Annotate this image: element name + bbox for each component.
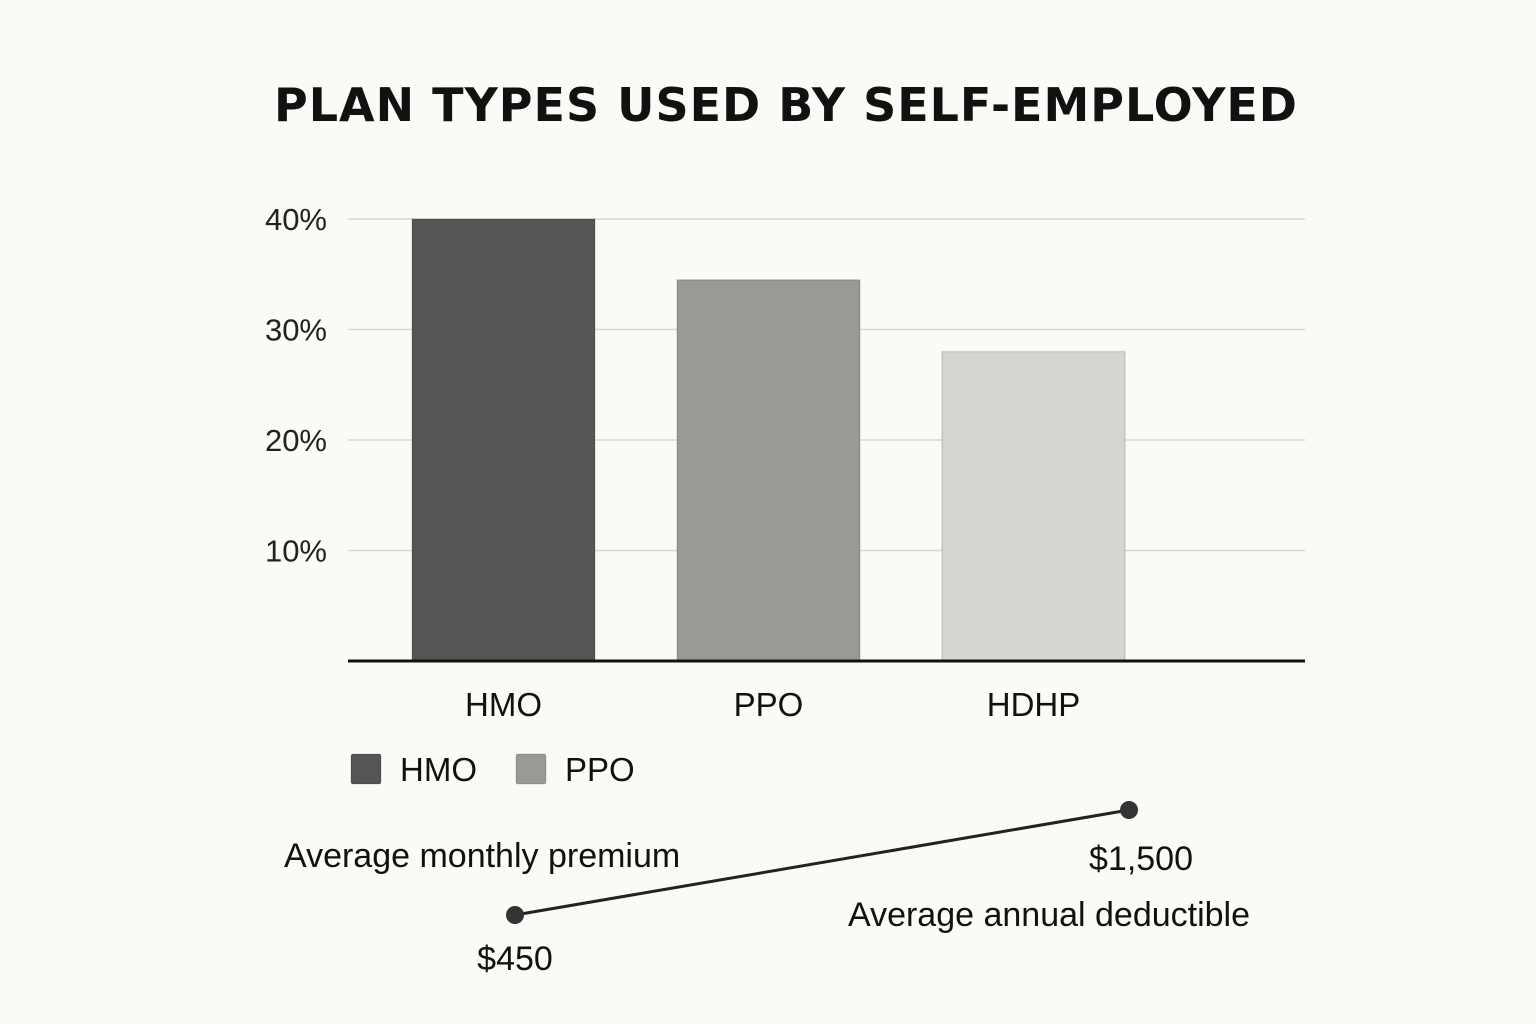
annotation-point-premium: [506, 906, 524, 924]
annotation-layer: Average monthly premium $450 $1,500 Average…: [284, 801, 1250, 978]
annotation-connector: [514, 808, 1130, 917]
legend-swatch-hmo: [350, 753, 382, 785]
annotation-point-deductible: [1120, 801, 1138, 819]
annotation-value-premium: $450: [477, 940, 553, 978]
x-tick-label: PPO: [734, 686, 804, 723]
legend-label: HMO: [400, 751, 477, 788]
x-tick-label: HMO: [465, 686, 542, 723]
legend-swatch-ppo: [515, 753, 547, 785]
legend-label: PPO: [565, 751, 635, 788]
x-tick-label: HDHP: [987, 686, 1081, 723]
annotation-caption-deductible: Average annual deductible: [848, 896, 1250, 934]
bar-layer: [411, 218, 1126, 662]
legend-layer: HMO PPO: [350, 751, 635, 788]
bar-hmo: [411, 218, 596, 662]
y-tick-label: 30%: [265, 313, 327, 348]
y-tick-label: 20%: [265, 423, 327, 458]
y-tick-label: 10%: [265, 534, 327, 569]
annotation-value-deductible: $1,500: [1089, 840, 1193, 878]
bar-ppo: [676, 279, 861, 662]
chart-title: PLAN TYPES USED BY SELF-EMPLOYED: [274, 78, 1298, 132]
bar-hdhp: [941, 350, 1126, 662]
axis-layer: HMO PPO HDHP: [348, 659, 1305, 723]
y-tick-label: 40%: [265, 202, 327, 237]
annotation-caption-premium: Average monthly premium: [284, 837, 680, 875]
